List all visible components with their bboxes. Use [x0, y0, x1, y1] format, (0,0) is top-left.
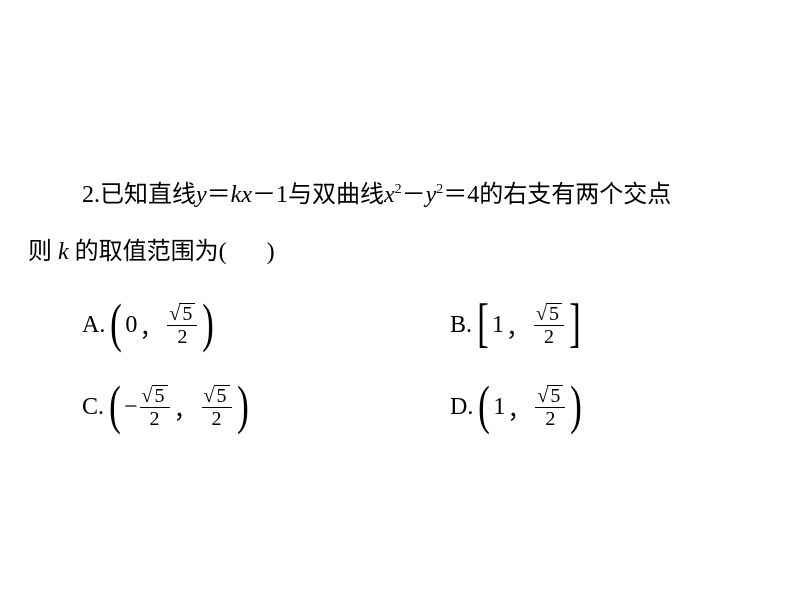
- right-paren-icon: ): [570, 378, 582, 432]
- var-k: k: [58, 239, 69, 265]
- option-b-content: 1， √5 2: [492, 298, 566, 352]
- stem-line2b: 的取值范围为(: [75, 239, 227, 265]
- option-d-label: D.: [450, 394, 473, 421]
- comma: ，: [137, 308, 165, 343]
- eq1-one: 1: [276, 182, 288, 208]
- stem-line2a: 则: [28, 239, 52, 265]
- problem-line-1: 2.已知直线y＝kx－1与双曲线x2－y2＝4的右支有两个交点: [82, 183, 671, 207]
- option-d-num: 5: [547, 385, 563, 406]
- option-a-label: A.: [82, 312, 105, 339]
- comma: ，: [172, 390, 200, 425]
- left-bracket-icon: [: [477, 296, 489, 350]
- option-c-label: C.: [82, 394, 104, 421]
- problem-line-2: 则 k 的取值范围为(): [28, 240, 275, 264]
- eq2-minus: －: [402, 182, 426, 208]
- right-bracket-icon: ]: [569, 296, 581, 350]
- eq1-k: k: [231, 182, 242, 208]
- option-a[interactable]: A. ( 0， √5 2 ): [82, 298, 217, 352]
- paren-close: ): [267, 239, 275, 265]
- option-b-num: 5: [546, 303, 562, 324]
- option-b-label: B.: [450, 312, 472, 339]
- option-d-content: 1， √5 2: [493, 380, 567, 434]
- option-c-frac-left: √5 2: [140, 385, 170, 429]
- eq2-sup1: 2: [395, 182, 402, 197]
- option-c-right-den: 2: [212, 408, 222, 429]
- option-a-frac: √5 2: [167, 303, 197, 347]
- minus-sign: −: [124, 394, 138, 421]
- left-paren-icon: (: [109, 378, 121, 432]
- option-a-den: 2: [177, 326, 187, 347]
- option-d-den: 2: [545, 408, 555, 429]
- option-d-left: 1: [493, 394, 505, 421]
- right-paren-icon: ): [237, 378, 249, 432]
- option-d-frac: √5 2: [535, 385, 565, 429]
- stem-mid1: 与双曲线: [288, 182, 384, 208]
- option-d[interactable]: D. ( 1， √5 2 ): [450, 380, 585, 434]
- problem-number: 2.: [82, 182, 100, 208]
- option-c-right-num: 5: [214, 385, 230, 406]
- stem-prefix: 已知直线: [100, 182, 196, 208]
- option-b[interactable]: B. [ 1， √5 2 ]: [450, 298, 584, 352]
- comma: ，: [504, 308, 532, 343]
- option-c[interactable]: C. ( − √5 2 ， √5 2 ): [82, 380, 252, 434]
- left-paren-icon: (: [110, 296, 122, 350]
- option-c-content: − √5 2 ， √5 2: [124, 380, 234, 434]
- eq2-x: x: [384, 182, 395, 208]
- eq2-four: 4: [467, 182, 479, 208]
- eq1-minus: －: [252, 182, 276, 208]
- eq1-x: x: [241, 182, 252, 208]
- option-b-left: 1: [492, 312, 504, 339]
- eq2-equals: ＝: [443, 182, 467, 208]
- option-c-left-num: 5: [152, 385, 168, 406]
- option-a-left: 0: [125, 312, 137, 339]
- eq1-y: y: [196, 182, 207, 208]
- eq2-y: y: [426, 182, 437, 208]
- comma: ，: [505, 390, 533, 425]
- option-c-frac-right: √5 2: [202, 385, 232, 429]
- option-b-frac: √5 2: [534, 303, 564, 347]
- option-a-content: 0， √5 2: [125, 298, 199, 352]
- stem-suffix1: 的右支有两个交点: [479, 182, 671, 208]
- left-paren-icon: (: [478, 378, 490, 432]
- option-a-num: 5: [179, 303, 195, 324]
- eq1-equals: ＝: [207, 182, 231, 208]
- right-paren-icon: ): [202, 296, 214, 350]
- option-b-den: 2: [544, 326, 554, 347]
- option-c-left-den: 2: [150, 408, 160, 429]
